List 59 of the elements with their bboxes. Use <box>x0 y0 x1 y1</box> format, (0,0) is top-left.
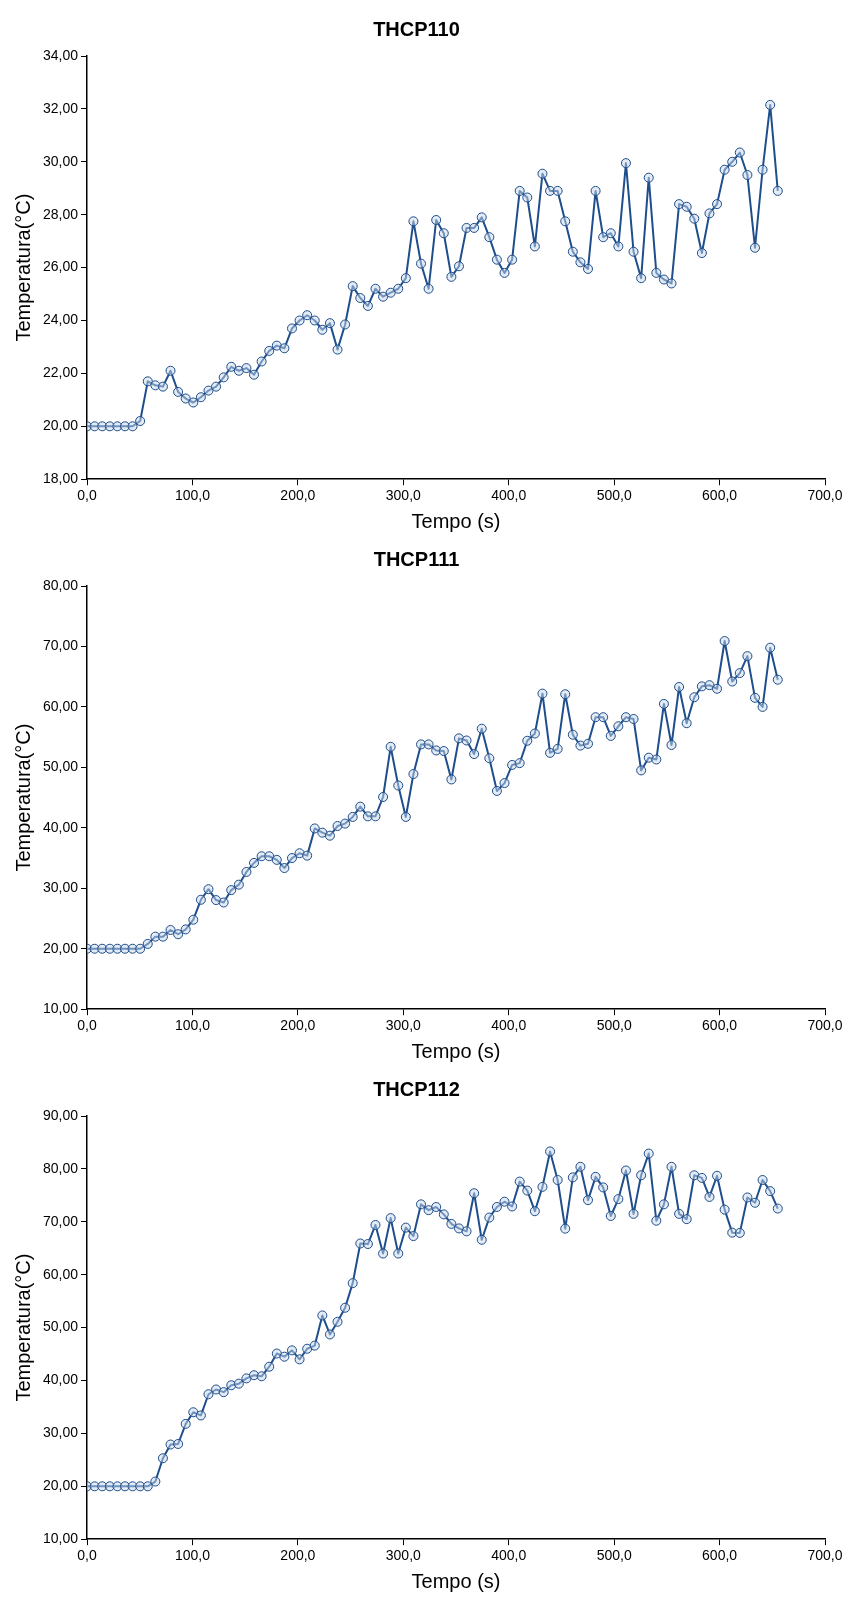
y-tick-label: 10,00 <box>42 1000 79 1017</box>
x-tick-label: 400,0 <box>491 487 527 504</box>
y-tick-label: 40,00 <box>42 1371 79 1388</box>
x-tick-label: 300,0 <box>385 1017 422 1034</box>
y-tick-label: 70,00 <box>42 637 79 654</box>
x-tick-label: 400,0 <box>491 1017 527 1034</box>
y-tick-label: 30,00 <box>42 152 79 169</box>
x-tick-label: 600,0 <box>702 1547 738 1564</box>
y-tick-label: 20,00 <box>42 1477 79 1494</box>
y-tick-label: 50,00 <box>42 1318 79 1335</box>
x-tick-label: 300,0 <box>385 1547 422 1564</box>
x-tick-label: 100,0 <box>174 1547 211 1564</box>
x-tick-label: 200,0 <box>280 487 316 504</box>
y-tick-label: 80,00 <box>42 576 79 593</box>
y-tick-label: 20,00 <box>42 939 79 956</box>
x-tick-label: 600,0 <box>702 1017 738 1034</box>
y-tick-label: 40,00 <box>42 818 79 835</box>
y-tick-label: 20,00 <box>42 417 79 434</box>
y-tick-label: 32,00 <box>42 99 79 116</box>
x-tick-label: 500,0 <box>596 1017 632 1034</box>
y-tick-label: 10,00 <box>42 1530 79 1547</box>
x-tick-label: 600,0 <box>702 487 738 504</box>
x-tick-label: 0,0 <box>77 1017 97 1034</box>
y-axis-title: Temperatura(°C) <box>11 193 34 342</box>
x-tick-label: 700,0 <box>807 1547 843 1564</box>
y-tick-label: 60,00 <box>42 697 79 714</box>
x-tick-label: 700,0 <box>807 1017 843 1034</box>
x-tick-label: 200,0 <box>280 1547 316 1564</box>
chart-title: THCP111 <box>373 547 460 570</box>
x-tick-label: 700,0 <box>807 487 843 504</box>
y-tick-label: 60,00 <box>42 1265 79 1282</box>
x-tick-label: 0,0 <box>77 487 97 504</box>
y-tick-label: 22,00 <box>42 364 79 381</box>
x-tick-label: 100,0 <box>174 1017 211 1034</box>
x-axis-title: Tempo (s) <box>411 509 501 532</box>
x-axis-title: Tempo (s) <box>411 1039 501 1062</box>
x-tick-label: 200,0 <box>280 1017 316 1034</box>
x-tick-label: 400,0 <box>491 1547 527 1564</box>
y-tick-label: 80,00 <box>42 1159 79 1176</box>
y-tick-label: 70,00 <box>42 1212 79 1229</box>
y-tick-label: 50,00 <box>42 758 79 775</box>
y-tick-label: 90,00 <box>42 1106 79 1123</box>
y-tick-label: 30,00 <box>42 879 79 896</box>
x-axis-title: Tempo (s) <box>411 1569 501 1592</box>
y-tick-label: 26,00 <box>42 258 79 275</box>
y-axis-title: Temperatura(°C) <box>11 723 34 872</box>
chart-title: THCP112 <box>373 1077 460 1100</box>
y-tick-label: 30,00 <box>42 1424 79 1441</box>
y-tick-label: 28,00 <box>42 205 79 222</box>
x-tick-label: 100,0 <box>174 487 211 504</box>
x-tick-label: 500,0 <box>596 1547 632 1564</box>
chart-title: THCP110 <box>373 17 460 40</box>
y-tick-label: 18,00 <box>42 470 79 487</box>
x-tick-label: 0,0 <box>77 1547 97 1564</box>
x-tick-label: 500,0 <box>596 487 632 504</box>
y-tick-label: 34,00 <box>42 46 79 63</box>
y-tick-label: 24,00 <box>42 311 79 328</box>
y-axis-title: Temperatura(°C) <box>11 1253 34 1402</box>
x-tick-label: 300,0 <box>385 487 422 504</box>
